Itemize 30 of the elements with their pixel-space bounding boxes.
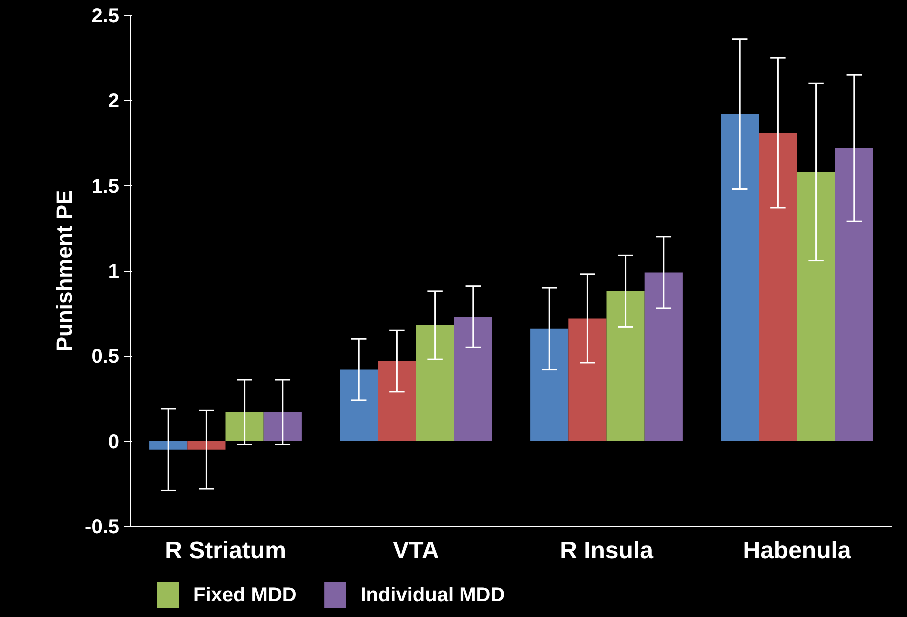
bar xyxy=(378,361,416,442)
bar xyxy=(721,114,760,442)
legend-label: Individual MDD xyxy=(360,584,506,606)
bar xyxy=(759,133,798,442)
bar xyxy=(454,316,492,442)
y-tick-label: 2.5 xyxy=(92,6,120,28)
bar xyxy=(226,412,264,442)
y-tick-label: 1.5 xyxy=(92,176,120,198)
x-tick-label: Habenula xyxy=(743,538,852,564)
bar xyxy=(530,328,569,442)
y-tick-label: 2 xyxy=(108,90,120,113)
bar xyxy=(644,272,683,442)
y-tick-label: 0 xyxy=(108,431,120,454)
x-tick-label: VTA xyxy=(393,538,440,564)
bar xyxy=(340,370,378,442)
bar xyxy=(835,148,874,442)
legend-label: Fixed MDD xyxy=(194,584,297,606)
y-tick-label: 1 xyxy=(108,261,120,283)
bar xyxy=(568,318,607,442)
bar xyxy=(797,172,836,442)
x-tick-label: R Striatum xyxy=(165,538,286,564)
y-tick-label: -0.5 xyxy=(85,516,120,538)
bar xyxy=(416,326,454,442)
x-tick-label: R Insula xyxy=(560,538,654,564)
bar xyxy=(606,291,645,442)
bar xyxy=(264,412,302,442)
bar xyxy=(150,441,188,450)
y-axis-title: Punishment PE xyxy=(52,190,78,352)
bar xyxy=(188,441,226,450)
y-tick-label: 0.5 xyxy=(92,346,120,368)
